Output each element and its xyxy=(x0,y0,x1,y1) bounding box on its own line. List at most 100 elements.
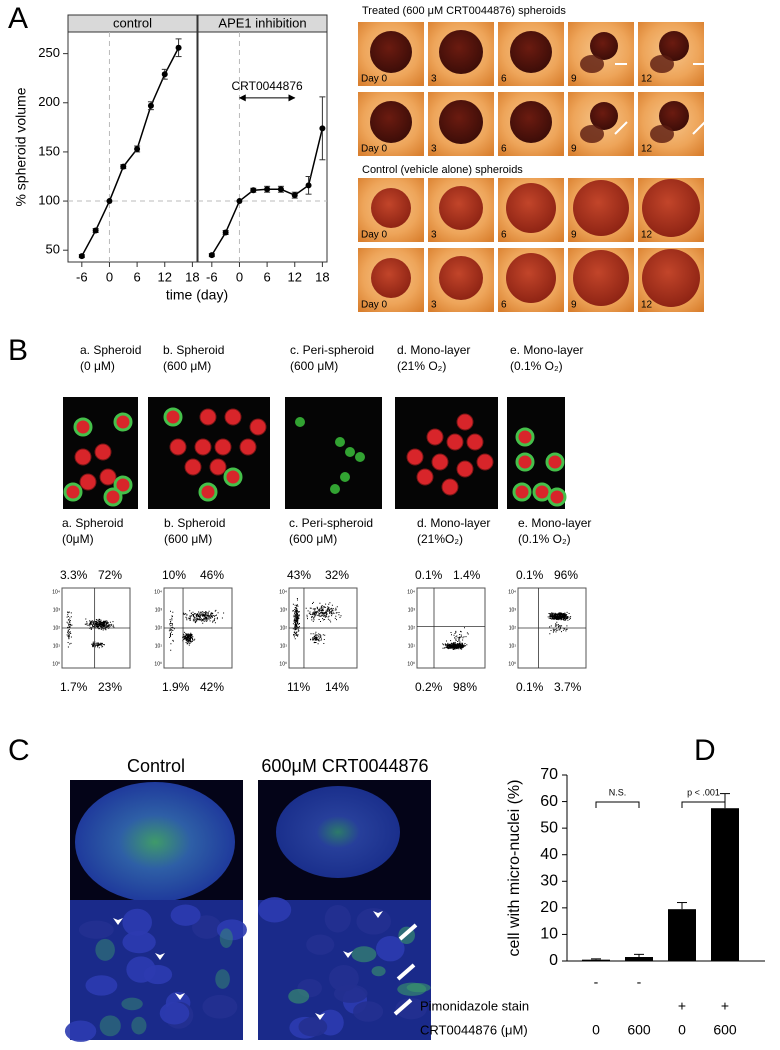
cell xyxy=(547,487,567,507)
image-label: e. Mono-layer xyxy=(510,343,583,357)
cell xyxy=(74,448,92,466)
cell xyxy=(94,443,112,461)
flow-axis-tick: 10⁴ xyxy=(52,589,60,595)
spheroid xyxy=(573,180,629,236)
data-point xyxy=(147,102,154,109)
cell xyxy=(103,487,123,507)
quadrant-percent: 23% xyxy=(98,680,122,694)
x-tick-label: 12 xyxy=(158,269,172,284)
image-arrow xyxy=(396,963,416,981)
spheroid xyxy=(370,31,412,73)
nucleus xyxy=(78,920,114,939)
cell xyxy=(512,482,532,502)
image-arrow xyxy=(393,998,413,1016)
nucleus xyxy=(170,904,201,926)
y-tick-label: 100 xyxy=(38,192,60,207)
flow-axis-tick: 10⁴ xyxy=(279,589,287,595)
cell xyxy=(515,452,535,472)
panel-letter: B xyxy=(8,334,28,367)
arrowhead xyxy=(175,993,185,1000)
image-label: (600 μM) xyxy=(290,359,338,373)
spheroid xyxy=(371,188,411,228)
cell xyxy=(545,452,565,472)
image-caption: Treated (600 μM CRT0044876) spheroids xyxy=(362,5,566,17)
quadrant-percent: 42% xyxy=(200,680,224,694)
quadrant-percent: 0.2% xyxy=(415,680,443,694)
flow-axis-tick: 10² xyxy=(509,625,517,631)
image-label: (600 μM) xyxy=(163,359,211,373)
day-label: 6 xyxy=(501,230,507,241)
row-cell: 0 xyxy=(592,1022,600,1038)
green-stain xyxy=(371,966,386,977)
cell xyxy=(199,408,217,426)
data-point xyxy=(222,229,229,236)
row-cell: 0 xyxy=(678,1022,686,1038)
quadrant-percent: 0.1% xyxy=(415,568,443,582)
nucleus xyxy=(258,897,292,923)
spheroid-fragment xyxy=(580,125,604,143)
facet-title: control xyxy=(113,15,152,30)
flow-label: (0μM) xyxy=(62,532,94,546)
quadrant-percent: 72% xyxy=(98,568,122,582)
spheroid xyxy=(439,256,483,300)
data-point xyxy=(264,186,271,193)
data-point xyxy=(78,253,85,260)
x-tick-label: -6 xyxy=(206,269,218,284)
cell xyxy=(163,407,183,427)
quadrant-percent: 3.7% xyxy=(554,680,582,694)
x-tick-label: 12 xyxy=(288,269,302,284)
green-stain xyxy=(131,1016,147,1035)
flow-plot xyxy=(416,587,486,669)
image-title: Control xyxy=(127,756,185,776)
green-stain xyxy=(288,988,310,1004)
green-stain xyxy=(397,982,427,996)
row-cell: + xyxy=(721,998,729,1014)
quadrant-percent: 1.7% xyxy=(60,680,88,694)
flow-axis-tick: 10² xyxy=(155,625,163,631)
day-label: 3 xyxy=(431,74,437,85)
flow-axis-tick: 10¹ xyxy=(280,643,288,649)
image-label: (21% O₂) xyxy=(397,359,446,373)
x-tick-label: -6 xyxy=(76,269,88,284)
nucleus xyxy=(356,908,392,935)
data-point xyxy=(277,186,284,193)
cell-fragment xyxy=(340,472,350,482)
flow-axis-tick: 10¹ xyxy=(509,643,517,649)
nucleus xyxy=(192,915,222,939)
plot-frame xyxy=(197,31,328,263)
spheroid xyxy=(642,249,700,307)
data-point xyxy=(120,163,127,170)
day-label: 3 xyxy=(431,300,437,311)
spheroid xyxy=(439,186,483,230)
data-point xyxy=(106,198,113,205)
x-tick-label: 18 xyxy=(185,269,199,284)
nucleus xyxy=(85,975,118,996)
flow-label: e. Mono-layer xyxy=(518,516,591,530)
row-cell: 600 xyxy=(627,1022,651,1038)
data-point xyxy=(161,71,168,78)
x-tick-label: 0 xyxy=(236,269,243,284)
x-tick-label: 6 xyxy=(263,269,270,284)
cell xyxy=(224,408,242,426)
cell xyxy=(184,458,202,476)
spheroid xyxy=(659,31,689,61)
image-label: c. Peri-spheroid xyxy=(290,343,374,357)
x-tick-label: 0 xyxy=(106,269,113,284)
green-stain xyxy=(95,938,115,961)
flow-axis-tick: 10³ xyxy=(155,607,163,613)
cell xyxy=(431,453,449,471)
spheroid xyxy=(659,101,689,131)
day-label: 12 xyxy=(641,74,653,85)
significance-bracket xyxy=(595,801,640,808)
quadrant-percent: 98% xyxy=(453,680,477,694)
cell xyxy=(456,413,474,431)
green-stain xyxy=(99,1015,121,1037)
spheroid xyxy=(506,253,556,303)
row-cell: - xyxy=(637,974,642,990)
nucleus xyxy=(159,1001,190,1025)
flow-axis-tick: 10² xyxy=(53,625,61,631)
day-label: 9 xyxy=(571,74,577,85)
nucleus xyxy=(298,1017,328,1037)
spheroid xyxy=(439,30,483,74)
nucleus xyxy=(143,964,173,985)
